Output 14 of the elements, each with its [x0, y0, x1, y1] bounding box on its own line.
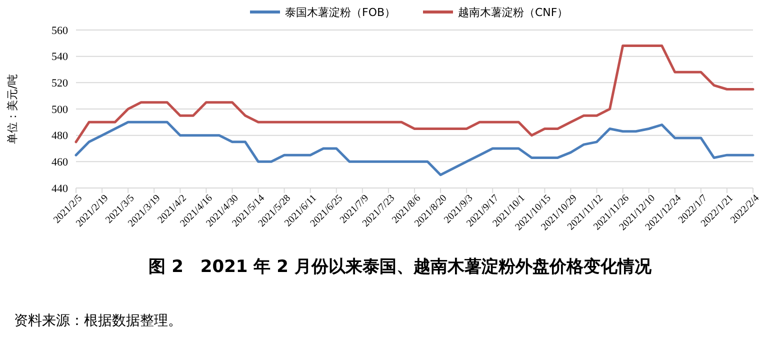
y-tick-label: 540: [52, 51, 68, 64]
legend-label: 泰国木薯淀粉（FOB）: [285, 6, 396, 19]
y-tick-label: 520: [52, 78, 68, 90]
y-tick-label: 460: [52, 156, 68, 169]
y-tick-label: 480: [52, 130, 68, 142]
line-series: [74, 44, 754, 144]
y-tick-label: 500: [52, 104, 68, 116]
text: 图 2 2021 年 2 月份以来泰国、越南木薯淀粉外盘价格变化情况: [148, 257, 652, 277]
y-tick-label: 560: [52, 24, 68, 37]
text: 资料来源：根据数据整理。: [14, 313, 182, 329]
legend-label: 越南木薯淀粉（CNF）: [458, 6, 568, 19]
y-tick-label: 440: [52, 182, 68, 195]
y-axis-title: 单位：美元/吨: [6, 74, 19, 144]
line-series: [74, 120, 754, 176]
